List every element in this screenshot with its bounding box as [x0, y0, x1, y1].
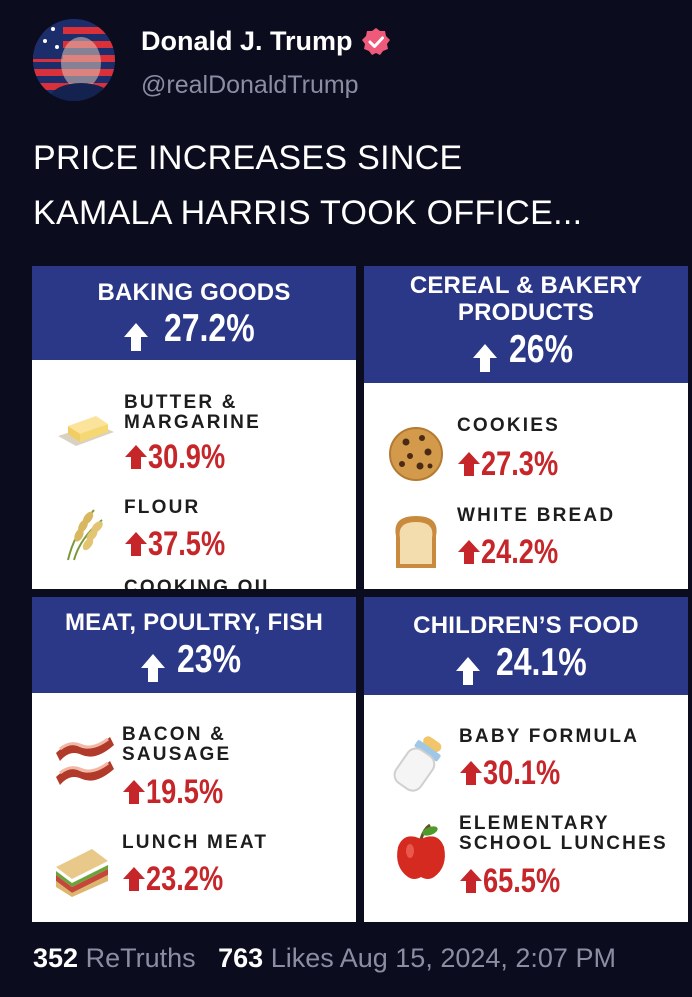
butter-icon: [58, 416, 114, 446]
up-arrow-icon: [460, 761, 482, 785]
card-header: CEREAL & BAKERY PRODUCTS 26%: [364, 266, 688, 383]
card-header: CHILDREN’S FOOD 24.1%: [364, 597, 688, 695]
card-childrens-food: CHILDREN’S FOOD 24.1% BABY FORMULA 30.1%…: [364, 597, 688, 922]
card-meat-poultry-fish: MEAT, POULTRY, FISH 23% BACON & SAUSAGE …: [32, 597, 356, 922]
item-label: ELEMENTARY SCHOOL LUNCHES: [459, 813, 668, 854]
item-percent: 37.5%: [124, 525, 244, 563]
item-percent: 27.3%: [457, 445, 577, 483]
up-arrow-icon: [125, 445, 147, 469]
post-stats: 352 ReTruths 763 Likes Aug 15, 2024, 2:0…: [33, 943, 616, 974]
item-label: BUTTER & MARGARINE: [124, 392, 261, 433]
up-arrow-icon: [124, 322, 149, 351]
card-percent: 23%: [177, 638, 242, 681]
up-arrow-icon: [125, 532, 147, 556]
up-arrow-icon: [140, 653, 165, 682]
post-text: PRICE INCREASES SINCE KAMALA HARRIS TOOK…: [33, 131, 582, 241]
item-label: WHITE BREAD: [457, 505, 616, 526]
card-title: CEREAL & BAKERY PRODUCTS: [409, 272, 643, 326]
avatar-flag-portrait: [33, 19, 115, 101]
baby-bottle-icon: [393, 736, 442, 792]
author-handle[interactable]: @realDonaldTrump: [141, 71, 359, 99]
wheat-icon: [67, 509, 103, 561]
item-percent: 65.5%: [459, 862, 579, 900]
card-header: MEAT, POULTRY, FISH 23%: [32, 597, 356, 693]
card-cereal-bakery: CEREAL & BAKERY PRODUCTS 26% COOKIES 27.…: [364, 266, 688, 589]
card-title: BAKING GOODS: [97, 279, 291, 306]
sandwich-icon: [56, 849, 108, 897]
card-percent: 24.1%: [495, 641, 587, 684]
post-timestamp[interactable]: Aug 15, 2024, 2:07 PM: [339, 943, 616, 973]
up-arrow-icon: [456, 656, 481, 685]
avatar[interactable]: [33, 19, 115, 101]
item-percent: 24.2%: [457, 533, 577, 571]
item-percent: 23.2%: [122, 860, 242, 898]
up-arrow-icon: [460, 869, 482, 893]
author-name[interactable]: Donald J. Trump: [141, 26, 391, 57]
apple-icon: [397, 823, 445, 879]
card-baking-goods: BAKING GOODS 27.2% BUTTER & MARGARINE 30…: [32, 266, 356, 589]
card-header: BAKING GOODS 27.2%: [32, 266, 356, 360]
item-label-cropped: COOKING OIL: [124, 577, 276, 590]
item-percent: 19.5%: [122, 773, 242, 811]
item-label: COOKIES: [457, 415, 561, 436]
up-arrow-icon: [472, 343, 497, 372]
up-arrow-icon: [123, 780, 145, 804]
bread-icon: [395, 516, 437, 568]
item-label: FLOUR: [124, 497, 201, 518]
item-label: BACON & SAUSAGE: [122, 724, 232, 765]
up-arrow-icon: [123, 867, 145, 891]
post-text-line: KAMALA HARRIS TOOK OFFICE...: [33, 194, 583, 232]
card-title: CHILDREN’S FOOD: [413, 612, 639, 639]
cookie-icon: [389, 427, 443, 481]
item-label: LUNCH MEAT: [122, 832, 269, 853]
verified-badge-icon: [361, 27, 390, 55]
card-percent: 27.2%: [163, 307, 255, 350]
item-percent: 30.9%: [124, 438, 244, 476]
retruths-link[interactable]: 352 ReTruths: [33, 943, 196, 973]
item-percent: 30.1%: [459, 754, 579, 792]
item-label: BABY FORMULA: [459, 726, 640, 747]
up-arrow-icon: [458, 452, 480, 476]
bacon-icon: [56, 737, 114, 785]
card-title: MEAT, POULTRY, FISH: [64, 609, 324, 636]
up-arrow-icon: [458, 540, 480, 564]
post-text-line: PRICE INCREASES SINCE: [33, 139, 463, 177]
card-percent: 26%: [509, 328, 574, 371]
likes-link[interactable]: 763 Likes: [218, 943, 334, 973]
